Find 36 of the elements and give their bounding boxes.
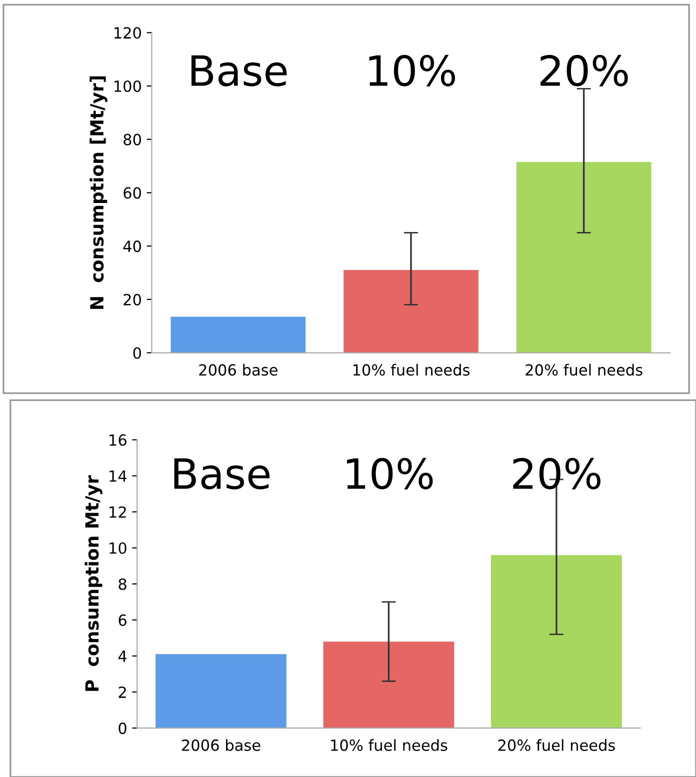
x-tick-label: 10% fuel needs bbox=[353, 364, 470, 376]
y-tick-label: 6 bbox=[118, 614, 126, 626]
annotation: Base bbox=[192, 55, 287, 86]
y-tick-label: 120 bbox=[114, 27, 141, 39]
x-tick-label: 2006 base bbox=[199, 364, 278, 376]
y-tick-label: 100 bbox=[114, 80, 141, 92]
y-tick-label: 40 bbox=[123, 240, 141, 252]
y-tick-label: 10 bbox=[110, 542, 126, 554]
annotation: 10% bbox=[346, 458, 433, 490]
x-tick-label: 10% fuel needs bbox=[331, 739, 448, 751]
y-tick-label: 60 bbox=[124, 187, 141, 199]
annotation: 10% bbox=[369, 54, 455, 86]
y-tick-label: 0 bbox=[133, 347, 141, 359]
annotation: 20% bbox=[540, 54, 628, 86]
bar bbox=[516, 162, 652, 353]
y-axis-title: N consumption [Mt/yr] bbox=[90, 76, 108, 309]
x-tick-label: 20% fuel needs bbox=[526, 364, 642, 376]
bar bbox=[344, 270, 478, 353]
x-tick-label: 2006 base bbox=[182, 739, 260, 751]
y-tick-label: 2 bbox=[118, 686, 126, 698]
bar bbox=[491, 555, 622, 728]
x-tick-label: 20% fuel needs bbox=[498, 739, 615, 751]
bar bbox=[156, 654, 286, 728]
y-tick-label: 0 bbox=[118, 722, 126, 734]
y-tick-label: 20 bbox=[124, 294, 141, 306]
y-tick-label: 8 bbox=[118, 578, 126, 590]
bar bbox=[323, 642, 454, 728]
annotation: Base bbox=[174, 458, 270, 490]
y-tick-label: 16 bbox=[110, 434, 126, 446]
annotation: 20% bbox=[513, 458, 600, 490]
y-tick-label: 4 bbox=[118, 650, 127, 662]
y-tick-label: 12 bbox=[110, 506, 126, 518]
y-tick-label: 14 bbox=[110, 470, 127, 482]
y-tick-label: 80 bbox=[124, 134, 141, 146]
y-axis-title: P consumption Mt/yr bbox=[84, 475, 102, 691]
bar bbox=[170, 316, 306, 353]
